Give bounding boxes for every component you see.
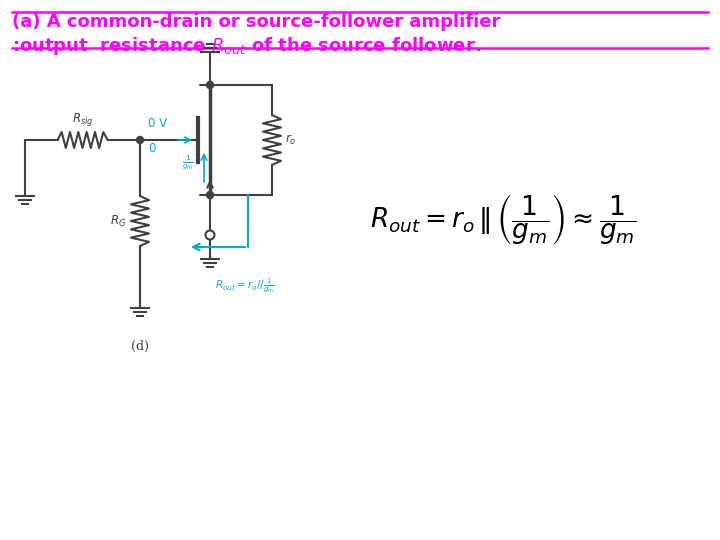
Text: $R_{out} = r_o \, \| \, \left(\dfrac{1}{g_m}\right) \approx \dfrac{1}{g_m}$: $R_{out} = r_o \, \| \, \left(\dfrac{1}{… — [370, 192, 636, 247]
Circle shape — [137, 137, 143, 144]
Text: 0 V: 0 V — [148, 117, 167, 130]
Text: (a) A common-drain or source-follower amplifier: (a) A common-drain or source-follower am… — [12, 13, 500, 31]
Text: :output  resistance $R_{out}$ of the source follower.: :output resistance $R_{out}$ of the sour… — [12, 35, 481, 57]
Text: $R_{out} = r_o // \frac{1}{g_m}$: $R_{out} = r_o // \frac{1}{g_m}$ — [215, 277, 275, 295]
Text: (d): (d) — [131, 340, 149, 353]
Text: 0: 0 — [148, 142, 156, 155]
Text: $R_G$: $R_G$ — [110, 213, 126, 228]
Text: $r_o$: $r_o$ — [285, 133, 297, 147]
Text: $\frac{1}{g_m}$: $\frac{1}{g_m}$ — [182, 153, 194, 172]
Text: $R_{sig}$: $R_{sig}$ — [72, 111, 94, 128]
Circle shape — [207, 82, 214, 89]
Circle shape — [207, 192, 214, 199]
